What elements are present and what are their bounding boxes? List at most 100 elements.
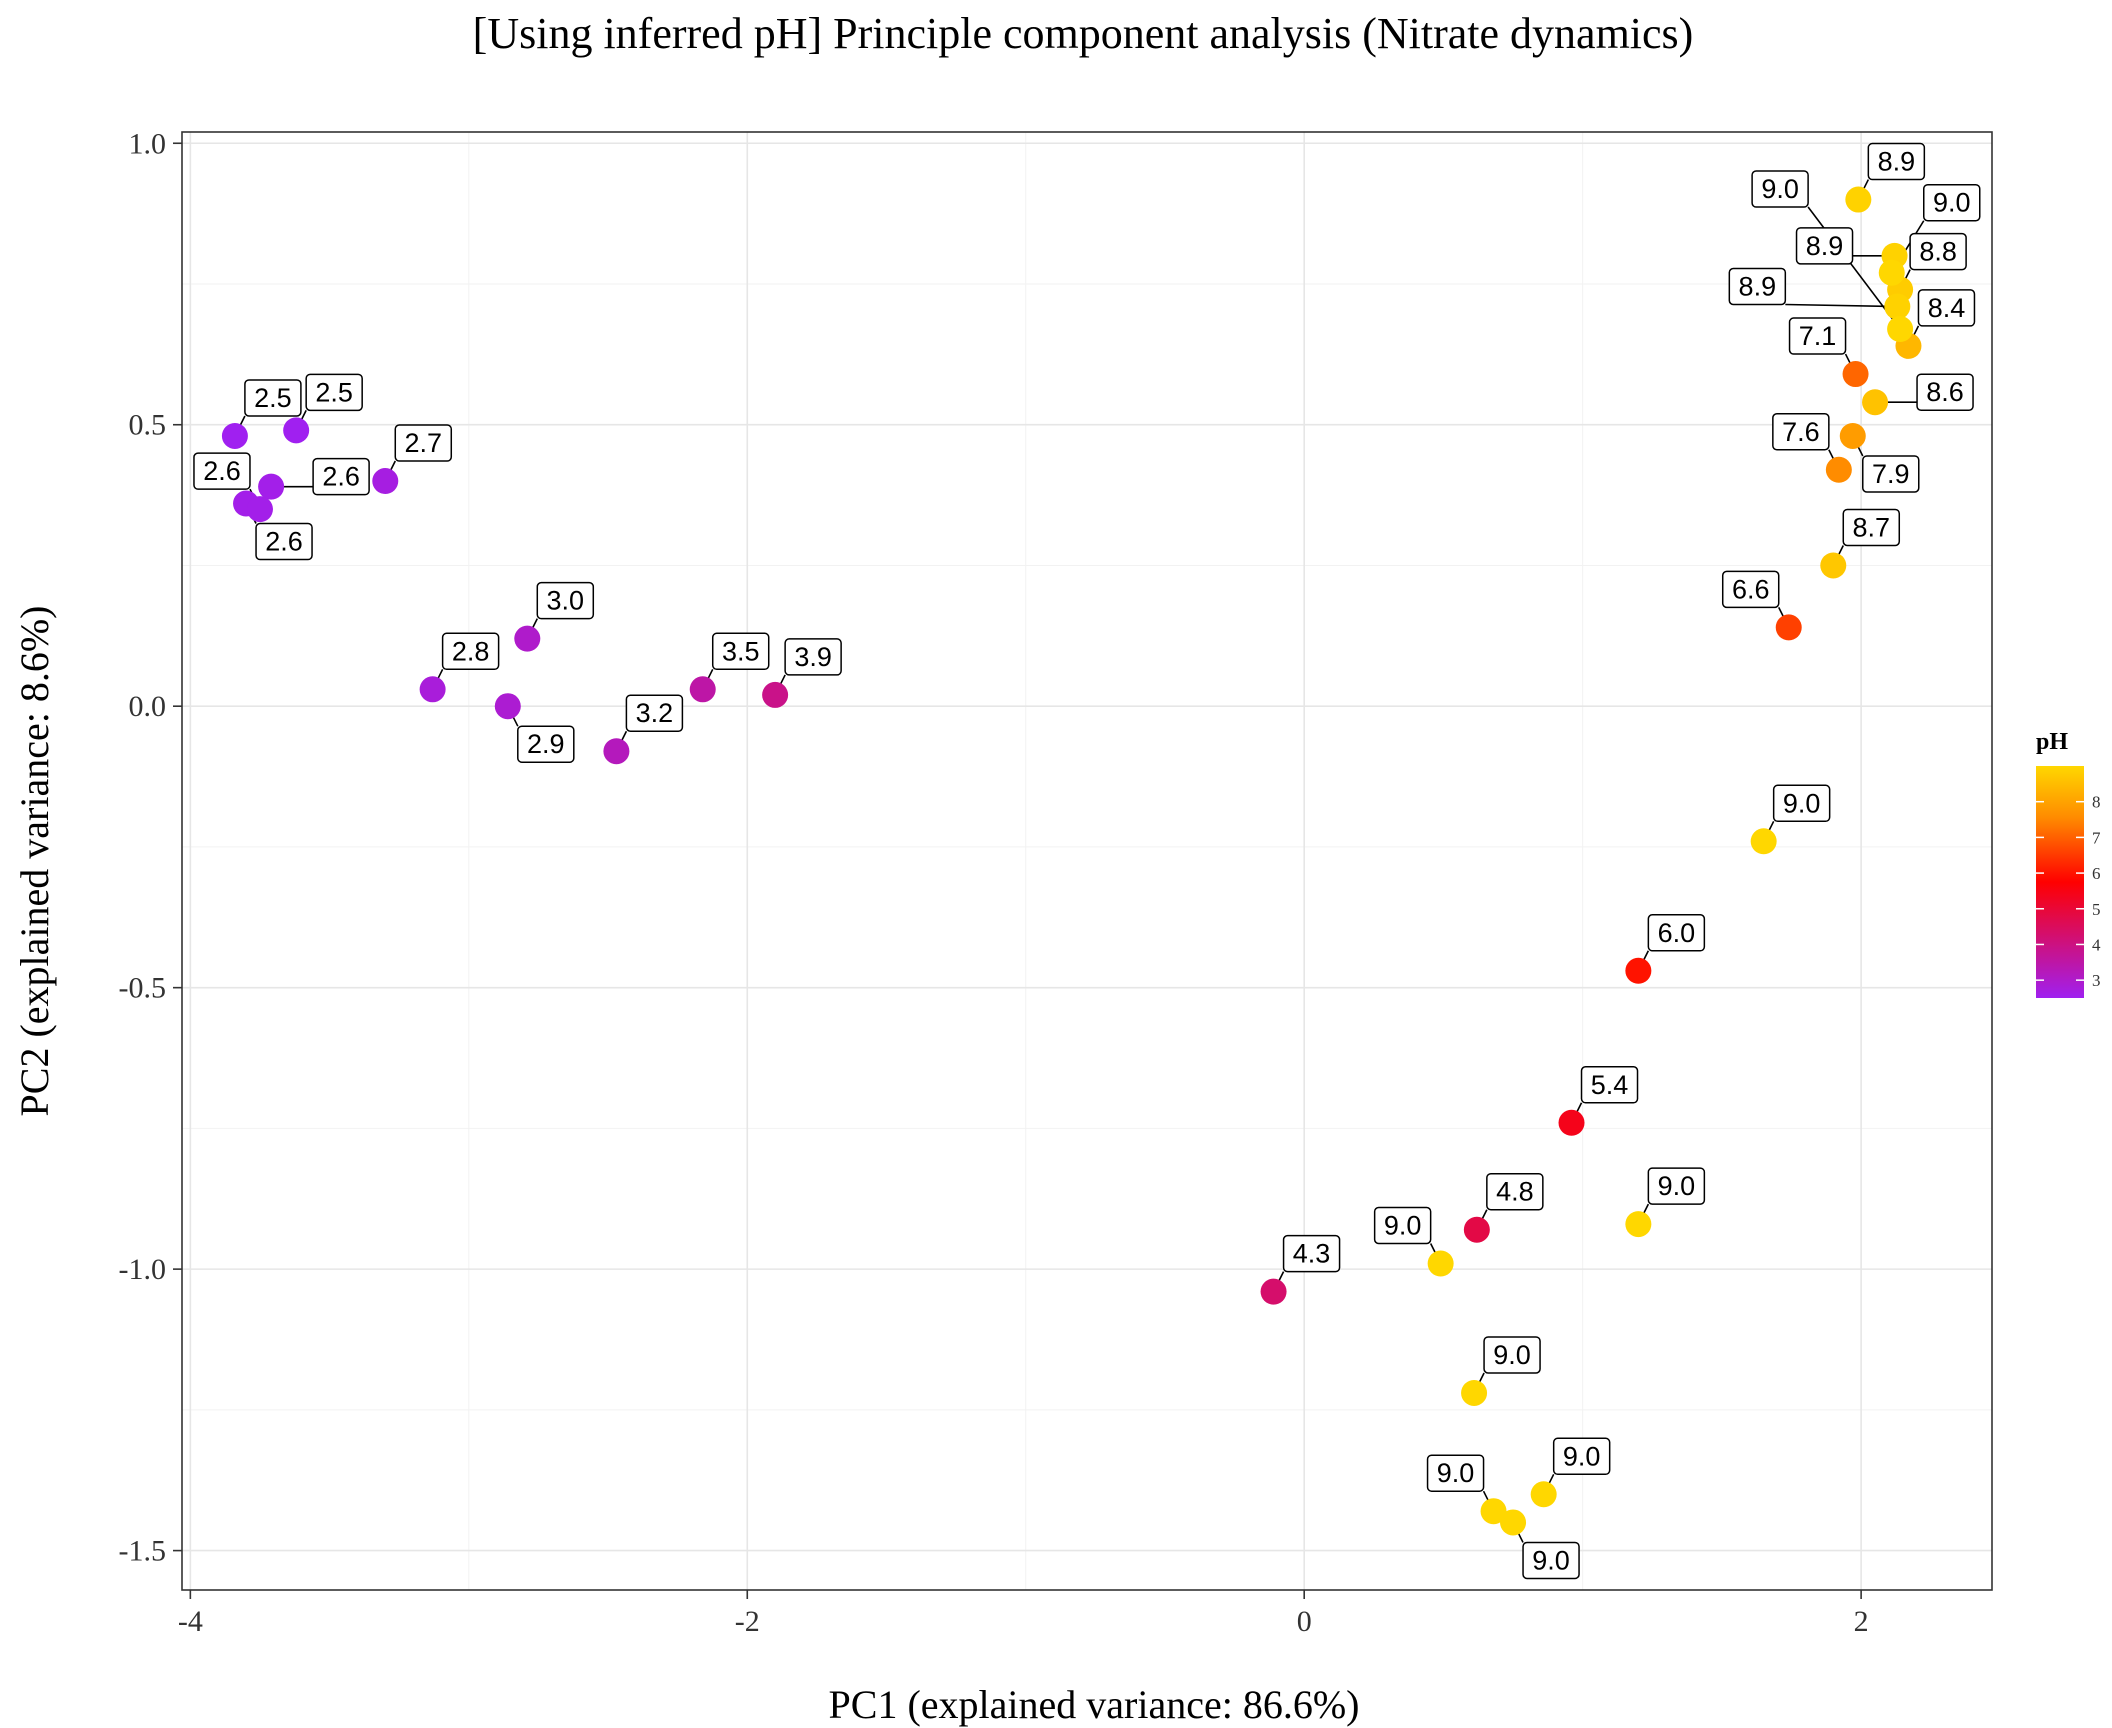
point-label: 7.9 [1872, 459, 1910, 489]
point-label: 6.0 [1658, 918, 1696, 948]
point-label-box [1483, 1336, 1541, 1374]
point-label-box [1916, 373, 1974, 411]
y-tick-label: -1.0 [119, 1253, 167, 1286]
data-point [1500, 1509, 1527, 1536]
point-label-box [1522, 1541, 1580, 1580]
point-label-box [394, 424, 453, 462]
y-tick-label: -1.5 [119, 1535, 167, 1568]
point-label: 9.0 [1658, 1171, 1696, 1201]
legend-tick-label: 3 [2092, 971, 2101, 990]
point-label: 4.8 [1496, 1177, 1534, 1207]
point-label-box [625, 694, 684, 732]
point-label-box [1282, 1234, 1341, 1273]
point-label-box [1788, 317, 1847, 355]
point-label: 2.5 [254, 383, 292, 413]
data-point [494, 693, 521, 720]
point-label: 8.8 [1919, 237, 1957, 267]
y-tick-label: 1.0 [129, 127, 167, 160]
y-tick-label: 0.5 [129, 409, 167, 442]
point-label-box [305, 373, 363, 412]
point-label: 7.6 [1782, 417, 1820, 447]
data-point [258, 473, 285, 500]
data-point [1825, 456, 1852, 483]
point-label: 8.9 [1739, 272, 1777, 302]
point-label-box [1772, 784, 1831, 823]
point-label: 4.3 [1293, 1239, 1331, 1269]
data-point [1884, 293, 1911, 320]
point-label: 2.8 [452, 636, 490, 666]
legend-colorbar [2036, 766, 2084, 998]
point-label: 9.0 [1532, 1545, 1570, 1575]
data-point [1558, 1109, 1585, 1136]
point-label-box [193, 452, 251, 490]
point-label-box [1772, 413, 1830, 451]
point-label-box [1552, 1437, 1611, 1476]
point-label: 9.0 [1933, 188, 1971, 218]
point-label-box [1721, 570, 1780, 609]
data-point [221, 422, 248, 449]
point-label: 2.6 [203, 456, 241, 486]
data-point [1878, 259, 1905, 286]
legend-title: pH [2036, 729, 2068, 755]
point-label: 8.9 [1806, 231, 1844, 261]
point-label: 2.7 [405, 428, 443, 458]
y-tick-label: 0.0 [129, 690, 167, 723]
data-point [1427, 1250, 1454, 1277]
data-point [762, 681, 789, 708]
point-label: 9.0 [1783, 788, 1821, 818]
data-point [283, 417, 310, 444]
x-axis-ticks: -4 -2 0 2 [178, 1590, 1869, 1638]
point-label-box [441, 632, 500, 671]
x-tick-label: 0 [1297, 1605, 1312, 1638]
point-label: 6.6 [1732, 574, 1770, 604]
point-label-box [312, 457, 370, 496]
legend-tick-label: 5 [2092, 900, 2101, 919]
label-leader-line [1785, 303, 1892, 308]
x-tick-label: 2 [1854, 1605, 1869, 1638]
point-label: 9.0 [1384, 1210, 1422, 1240]
x-tick-label: -4 [178, 1605, 203, 1638]
point-label: 9.0 [1493, 1340, 1531, 1370]
data-point [1839, 422, 1866, 449]
point-label-box [1909, 232, 1967, 271]
data-point [1461, 1379, 1488, 1406]
label-leader-line [1807, 206, 1898, 325]
plot-area [182, 132, 1992, 1590]
point-label-box [1923, 183, 1981, 222]
legend-tick-label: 4 [2092, 935, 2101, 954]
legend-tick-label: 6 [2092, 864, 2101, 883]
data-point [1463, 1216, 1490, 1243]
x-tick-label: -2 [735, 1605, 760, 1638]
point-label-box [1862, 455, 1920, 493]
point-label: 5.4 [1591, 1070, 1629, 1100]
grid-minor [182, 132, 1992, 1590]
point-label: 3.2 [636, 698, 674, 728]
data-point [603, 738, 630, 765]
point-label: 3.9 [794, 642, 832, 672]
point-label: 8.4 [1928, 293, 1966, 323]
data-point [1750, 828, 1777, 855]
point-label-box [244, 379, 302, 417]
point-label: 2.9 [527, 729, 565, 759]
point-label: 9.0 [1437, 1458, 1475, 1488]
point-label-box [1842, 508, 1901, 547]
point-label-box [784, 638, 842, 676]
data-point [1625, 1211, 1652, 1238]
data-point [1625, 957, 1652, 984]
data-point [1820, 552, 1847, 579]
point-label: 9.0 [1761, 174, 1799, 204]
point-label-box [1795, 227, 1854, 265]
data-point [1530, 1481, 1557, 1508]
point-label: 7.1 [1799, 321, 1837, 351]
x-axis-title: PC1 (explained variance: 86.6%) [829, 1682, 1360, 1727]
legend-ticks: 3 4 5 6 7 8 [2036, 793, 2101, 990]
data-point [1775, 614, 1802, 641]
point-label: 8.9 [1878, 147, 1916, 177]
data-point [1842, 361, 1869, 388]
point-label-box [1917, 289, 1976, 327]
point-label-box [255, 522, 313, 561]
data-point [1260, 1278, 1287, 1305]
chart-title: [Using inferred pH] Principle component … [473, 9, 1694, 58]
point-label-box [536, 581, 595, 620]
